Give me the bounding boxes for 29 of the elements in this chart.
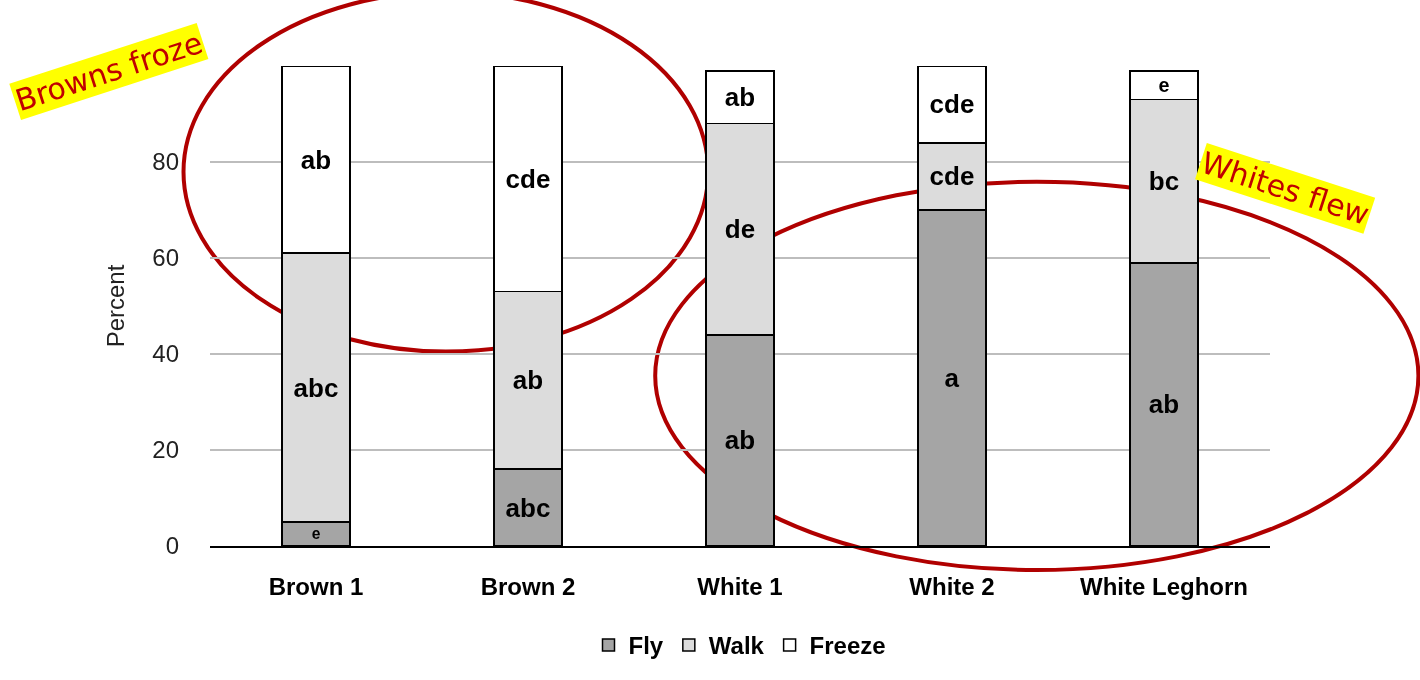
x-tick-label: Brown 1 <box>268 572 364 600</box>
x-tick-label: White Leghorn <box>1080 572 1248 600</box>
data-label: a <box>944 363 960 393</box>
x-tick-label: Brown 2 <box>480 572 576 600</box>
data-label: ab <box>1148 389 1180 420</box>
x-tick-label: White 2 <box>909 572 995 600</box>
data-label: e <box>311 525 321 543</box>
data-label: ab <box>724 425 756 456</box>
y-tick-label: 80 <box>152 148 179 176</box>
y-tick-label: 20 <box>152 436 179 464</box>
data-label: de <box>724 214 756 245</box>
data-label: abc <box>293 372 339 403</box>
data-label: bc <box>1148 166 1180 197</box>
data-label: cde <box>505 163 551 194</box>
y-axis-title: Percent <box>102 264 130 348</box>
y-tick-label: 40 <box>152 340 179 368</box>
y-tick-label: 0 <box>165 532 179 560</box>
data-label: ab <box>724 82 756 113</box>
data-label: ab <box>512 365 544 396</box>
data-label: abc <box>505 492 551 523</box>
x-tick-label: White 1 <box>697 572 783 600</box>
data-label: cde <box>929 161 975 192</box>
data-label: e <box>1158 74 1170 97</box>
data-label: ab <box>300 144 332 175</box>
legend-label: Walk <box>708 632 765 660</box>
y-tick-label: 60 <box>152 244 179 272</box>
legend-label: Freeze <box>809 632 886 660</box>
legend-label: Fly <box>628 632 664 660</box>
data-label: cde <box>929 89 975 120</box>
